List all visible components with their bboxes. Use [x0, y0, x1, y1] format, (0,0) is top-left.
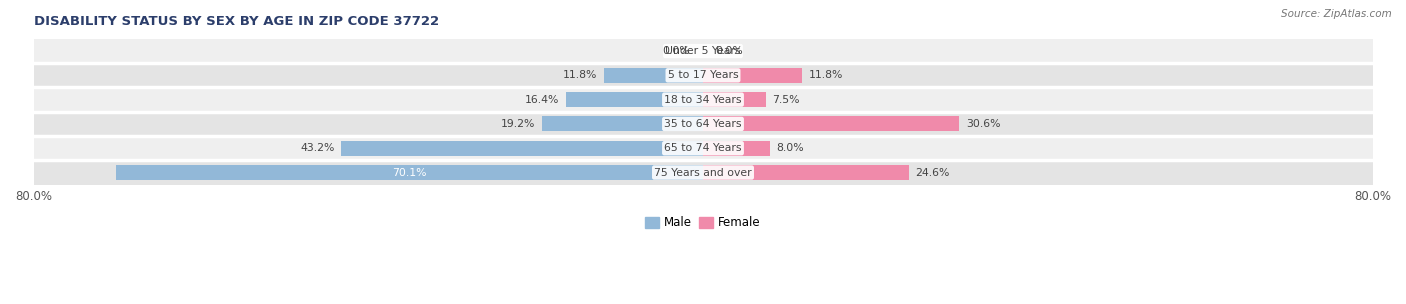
Text: DISABILITY STATUS BY SEX BY AGE IN ZIP CODE 37722: DISABILITY STATUS BY SEX BY AGE IN ZIP C… — [34, 15, 439, 28]
Bar — [703, 165, 908, 180]
Legend: Male, Female: Male, Female — [641, 212, 765, 234]
Text: 11.8%: 11.8% — [564, 70, 598, 80]
Text: 7.5%: 7.5% — [772, 95, 800, 105]
Bar — [34, 112, 1372, 136]
Bar — [342, 141, 703, 156]
Text: Under 5 Years: Under 5 Years — [665, 46, 741, 56]
Bar — [703, 141, 770, 156]
Text: 65 to 74 Years: 65 to 74 Years — [664, 143, 742, 153]
Bar — [605, 68, 703, 83]
Text: 5 to 17 Years: 5 to 17 Years — [668, 70, 738, 80]
Text: 43.2%: 43.2% — [301, 143, 335, 153]
Bar — [117, 165, 703, 180]
Bar — [543, 116, 703, 131]
Bar — [34, 136, 1372, 161]
Text: 11.8%: 11.8% — [808, 70, 842, 80]
Text: 19.2%: 19.2% — [502, 119, 536, 129]
Text: 0.0%: 0.0% — [716, 46, 744, 56]
Bar — [565, 92, 703, 107]
Text: 70.1%: 70.1% — [392, 168, 427, 178]
Text: 35 to 64 Years: 35 to 64 Years — [664, 119, 742, 129]
Text: Source: ZipAtlas.com: Source: ZipAtlas.com — [1281, 9, 1392, 19]
Bar — [34, 63, 1372, 88]
Bar — [34, 39, 1372, 63]
Bar — [34, 88, 1372, 112]
Text: 8.0%: 8.0% — [776, 143, 804, 153]
Bar — [703, 92, 766, 107]
Text: 18 to 34 Years: 18 to 34 Years — [664, 95, 742, 105]
Text: 30.6%: 30.6% — [966, 119, 1000, 129]
Text: 24.6%: 24.6% — [915, 168, 950, 178]
Text: 16.4%: 16.4% — [524, 95, 560, 105]
Bar — [703, 68, 801, 83]
Text: 75 Years and over: 75 Years and over — [654, 168, 752, 178]
Bar — [34, 161, 1372, 185]
Bar — [703, 116, 959, 131]
Text: 0.0%: 0.0% — [662, 46, 690, 56]
